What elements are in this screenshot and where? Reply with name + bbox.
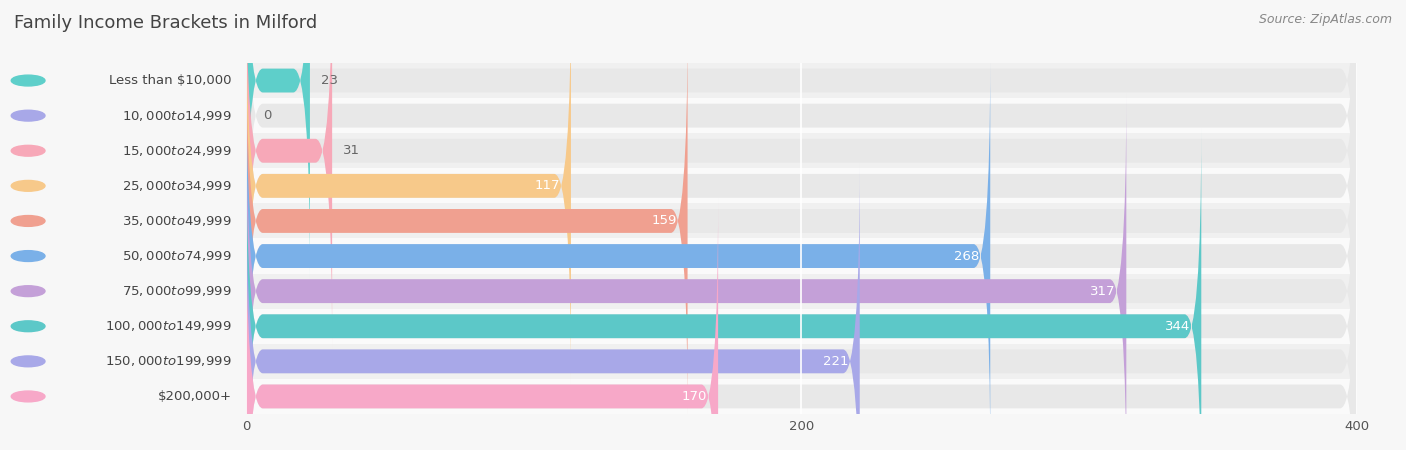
Bar xyxy=(246,379,1357,414)
Text: 344: 344 xyxy=(1166,320,1191,333)
FancyBboxPatch shape xyxy=(246,0,309,279)
FancyBboxPatch shape xyxy=(246,0,1357,349)
Text: $75,000 to $99,999: $75,000 to $99,999 xyxy=(122,284,232,298)
Bar xyxy=(246,274,1357,309)
Bar xyxy=(246,238,1357,274)
FancyBboxPatch shape xyxy=(246,93,1126,450)
Bar xyxy=(246,168,1357,203)
FancyBboxPatch shape xyxy=(246,22,1357,419)
Text: 0: 0 xyxy=(263,109,271,122)
Text: 31: 31 xyxy=(343,144,360,157)
FancyBboxPatch shape xyxy=(246,128,1201,450)
FancyBboxPatch shape xyxy=(246,0,1357,314)
FancyBboxPatch shape xyxy=(246,163,1357,450)
Bar xyxy=(246,98,1357,133)
Text: Family Income Brackets in Milford: Family Income Brackets in Milford xyxy=(14,14,318,32)
FancyBboxPatch shape xyxy=(246,0,571,384)
Text: $10,000 to $14,999: $10,000 to $14,999 xyxy=(122,108,232,123)
FancyBboxPatch shape xyxy=(246,22,688,419)
FancyBboxPatch shape xyxy=(246,0,332,349)
Text: 170: 170 xyxy=(682,390,707,403)
Bar xyxy=(246,203,1357,238)
Text: 23: 23 xyxy=(321,74,337,87)
Text: Less than $10,000: Less than $10,000 xyxy=(110,74,232,87)
Text: $25,000 to $34,999: $25,000 to $34,999 xyxy=(122,179,232,193)
Text: 268: 268 xyxy=(953,250,979,262)
Text: $50,000 to $74,999: $50,000 to $74,999 xyxy=(122,249,232,263)
Text: 317: 317 xyxy=(1090,285,1115,297)
Text: $150,000 to $199,999: $150,000 to $199,999 xyxy=(105,354,232,369)
Bar xyxy=(246,344,1357,379)
Bar xyxy=(246,133,1357,168)
Text: Source: ZipAtlas.com: Source: ZipAtlas.com xyxy=(1258,14,1392,27)
Text: 221: 221 xyxy=(823,355,849,368)
Bar xyxy=(246,63,1357,98)
FancyBboxPatch shape xyxy=(246,128,1357,450)
FancyBboxPatch shape xyxy=(246,58,990,450)
FancyBboxPatch shape xyxy=(246,198,1357,450)
Text: 117: 117 xyxy=(534,180,560,192)
FancyBboxPatch shape xyxy=(246,163,859,450)
FancyBboxPatch shape xyxy=(246,198,718,450)
FancyBboxPatch shape xyxy=(246,0,1357,384)
Text: 159: 159 xyxy=(651,215,676,227)
Text: $100,000 to $149,999: $100,000 to $149,999 xyxy=(105,319,232,333)
Text: $15,000 to $24,999: $15,000 to $24,999 xyxy=(122,144,232,158)
Text: $200,000+: $200,000+ xyxy=(157,390,232,403)
FancyBboxPatch shape xyxy=(246,0,1357,279)
Bar xyxy=(246,309,1357,344)
Text: $35,000 to $49,999: $35,000 to $49,999 xyxy=(122,214,232,228)
FancyBboxPatch shape xyxy=(246,93,1357,450)
FancyBboxPatch shape xyxy=(246,58,1357,450)
